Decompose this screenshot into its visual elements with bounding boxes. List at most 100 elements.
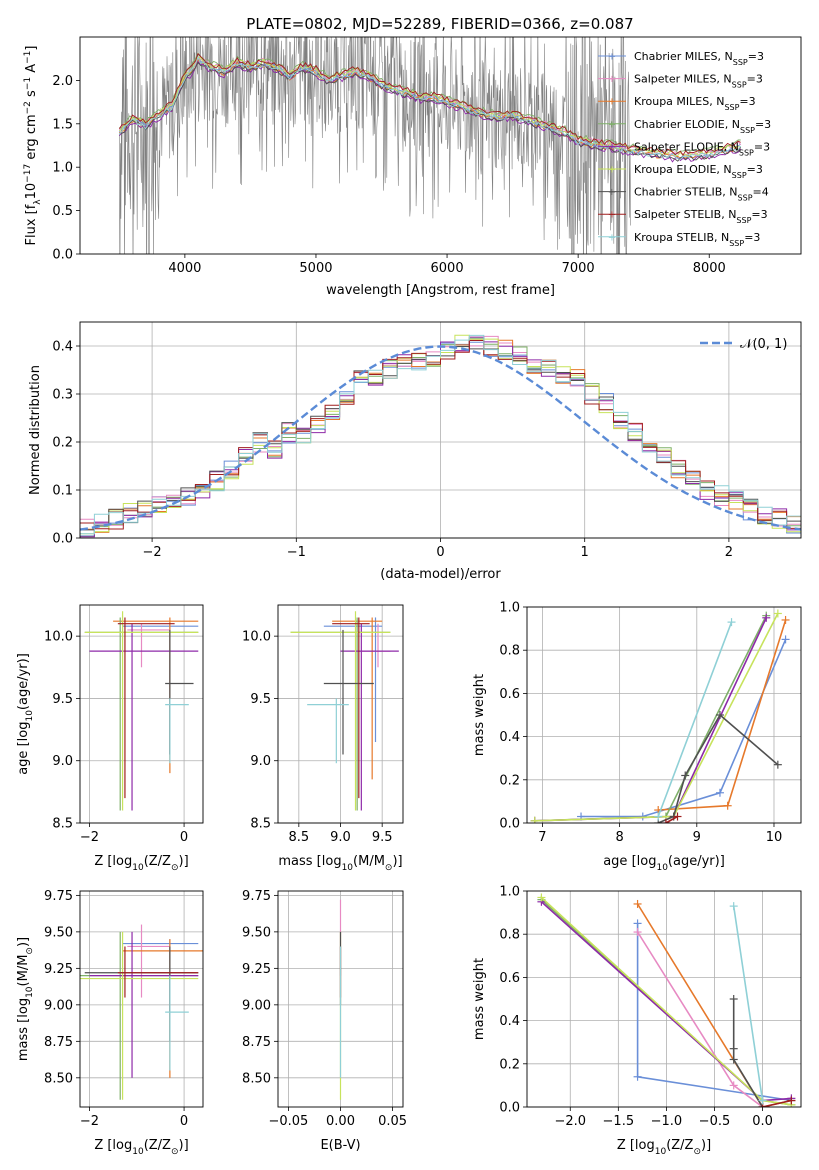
- data-point-chabrier_elodie: [80, 931, 199, 1100]
- data-point-salpeter_stelib: [117, 946, 199, 998]
- x-tick-label: 0: [180, 1114, 188, 1129]
- x-tick-label: −0.05: [268, 1114, 308, 1129]
- x-tick-label: 8: [615, 830, 623, 845]
- legend-label: Chabrier STELIB, NSSP=4: [634, 186, 769, 203]
- y-axis-label: mass weight: [472, 958, 487, 1040]
- x-axis-label: wavelength [Angstrom, rest frame]: [326, 283, 555, 298]
- x-tick-label: −2: [80, 1114, 99, 1129]
- legend-label: Salpeter ELODIE, NSSP=3: [634, 140, 770, 157]
- x-tick-label: 4000: [168, 261, 201, 276]
- legend-label: Salpeter MILES, NSSP=3: [634, 73, 763, 90]
- y-tick-label: 9.25: [44, 962, 73, 977]
- spectrum-panel: 4000 5000 6000 7000 8000 0.0 0.5 1.0 1.5 2.0 wavel…: [23, 36, 802, 298]
- data-point-salpeter_miles: [357, 623, 391, 668]
- data-point-kroupa_miles: [122, 939, 203, 1078]
- y-tick-label: 0.0: [52, 532, 73, 547]
- x-tick-label: 0.00: [326, 1114, 355, 1129]
- model-spectrum-salpeter_stelib: [118, 52, 741, 157]
- x-tick-label: 0.05: [378, 1114, 407, 1129]
- age-vs-mass-panel: 8.5 9.0 9.5 8.5 9.0 9.5 10.0 mass [log10(M/M⊙)]: [242, 604, 404, 873]
- x-axis-label: age [log10(age/yr)]: [603, 854, 725, 873]
- data-point-kroupa_elodie: [290, 611, 391, 811]
- y-tick-label: 8.75: [242, 1035, 271, 1050]
- series-kroupa_stelib: [654, 618, 736, 821]
- model-spectrum-kroupa_stelib: [118, 56, 742, 161]
- x-axis-label: Z [log10(Z/Z⊙)]: [94, 1138, 188, 1157]
- x-tick-label: 0.0: [752, 1114, 773, 1129]
- x-tick-label: 5000: [299, 261, 332, 276]
- residual-histogram-panel: −2 −1 0 1 2 0.0 0.1 0.2 0.3 0.4 (data-model)/error…: [28, 321, 802, 582]
- y-tick-label: 0.1: [52, 484, 73, 499]
- series-line: [732, 905, 764, 1101]
- series-chabrier_miles: [577, 635, 790, 821]
- x-tick-label: 0: [436, 545, 444, 560]
- legend-label: Salpeter STELIB, NSSP=3: [634, 208, 768, 225]
- legend-entry: + Salpeter STELIB, NSSP=3: [598, 208, 768, 225]
- data-point-kroupa_elodie: [80, 931, 199, 1100]
- data-point-chabrier_stelib: [323, 629, 374, 755]
- axes-frame: [277, 604, 404, 824]
- x-tick-label: 1: [581, 545, 589, 560]
- x-tick-label: −1: [287, 545, 306, 560]
- y-tick-label: 9.50: [44, 925, 73, 940]
- mass-vs-metallicity-panel: −2 0 8.50 8.75 9.00 9.25 9.50 9.75 Z [log10(Z/Z⊙…: [16, 889, 204, 1157]
- y-tick-label: 0.0: [499, 817, 520, 832]
- mass-weight-vs-age-panel: 7 8 9 10 0.0 0.2 0.4 0.6 0.8 1.0 age [log10(age/yr…: [472, 601, 802, 873]
- legend-marker: +: [608, 187, 616, 198]
- data-point-kroupa_stelib: [165, 975, 189, 1071]
- legend-marker: +: [608, 232, 616, 243]
- axes-frame: [526, 606, 802, 824]
- y-tick-label: 9.00: [44, 998, 73, 1013]
- y-tick-label: 10.0: [242, 630, 271, 645]
- x-tick-label: −1.5: [603, 1114, 635, 1129]
- x-tick-label: −2: [80, 830, 99, 845]
- axes-frame: [79, 321, 802, 539]
- y-tick-label: 0.8: [499, 644, 520, 659]
- y-tick-label: 8.50: [44, 1071, 73, 1086]
- y-tick-label: 0.4: [499, 1014, 520, 1029]
- mass-vs-extinction-panel: −0.05 0.00 0.05 8.50 8.75 9.00 9.25 9.50 9.75 E(B…: [242, 889, 407, 1153]
- y-tick-label: 0.8: [499, 928, 520, 943]
- legend-entry: + Chabrier ELODIE, NSSP=3: [598, 118, 771, 134]
- x-tick-label: 9: [693, 830, 701, 845]
- y-tick-label: 9.0: [250, 754, 271, 769]
- y-tick-label: 0.4: [499, 730, 520, 745]
- legend-entry: + Kroupa STELIB, NSSP=3: [598, 231, 760, 247]
- y-tick-label: 1.0: [52, 161, 73, 176]
- legend-entry: + Chabrier STELIB, NSSP=4: [598, 186, 769, 203]
- legend-entry: + Chabrier MILES, NSSP=3: [598, 50, 764, 67]
- series-kroupa_elodie: [530, 609, 782, 823]
- data-point-salpeter_miles: [127, 924, 170, 998]
- y-tick-label: 9.00: [242, 998, 271, 1013]
- y-tick-label: 9.0: [52, 754, 73, 769]
- y-tick-label: 9.25: [242, 962, 271, 977]
- x-axis-label: E(B-V): [320, 1138, 360, 1153]
- series-line: [534, 617, 768, 822]
- y-tick-label: 8.50: [242, 1071, 271, 1086]
- y-tick-label: 9.75: [44, 889, 73, 904]
- series-line: [732, 999, 764, 1107]
- data-point-chabrier_miles: [122, 623, 199, 755]
- y-tick-label: 9.75: [242, 889, 271, 904]
- series-kroupa_stelib: [729, 902, 767, 1105]
- legend-entry: + Kroupa ELODIE, NSSP=3: [598, 163, 763, 180]
- x-tick-label: 8000: [693, 261, 726, 276]
- x-tick-label: −2: [143, 545, 162, 560]
- y-tick-label: 0.6: [499, 971, 520, 986]
- axes-frame: [79, 604, 204, 824]
- x-axis-label: mass [log10(M/M⊙)]: [278, 854, 402, 873]
- legend-marker: +: [608, 210, 616, 221]
- y-axis-label: Flux [fλ10−17 erg cm−2 s−1 A−1]: [23, 46, 43, 246]
- legend-marker: +: [608, 119, 616, 130]
- x-tick-label: 9.0: [330, 830, 351, 845]
- histogram-salpeter_stelib: [80, 340, 801, 530]
- y-axis-label: mass [log10(M/M⊙)]: [16, 937, 35, 1061]
- x-tick-label: −1.0: [651, 1114, 683, 1129]
- data-point-salpeter_elodie: [340, 623, 399, 811]
- y-axis-label: age [log10(age/yr)]: [16, 653, 35, 775]
- series-line: [534, 613, 779, 822]
- x-tick-label: 7000: [562, 261, 595, 276]
- normal-distribution-curve: [80, 345, 801, 531]
- data-point-salpeter_miles: [127, 623, 170, 668]
- legend-label: 𝒩(0, 1): [740, 337, 787, 352]
